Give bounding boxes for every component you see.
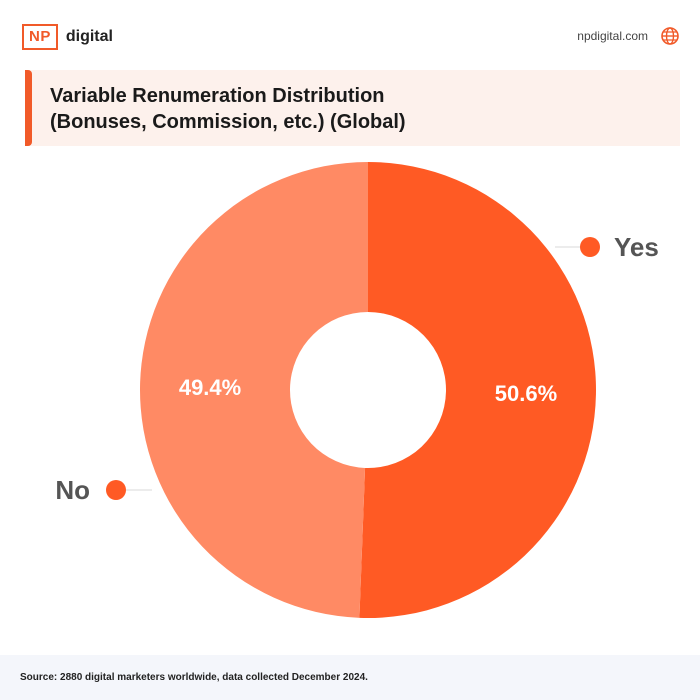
site-url[interactable]: npdigital.com xyxy=(577,29,648,43)
title-line-2: (Bonuses, Commission, etc.) (Global) xyxy=(50,111,406,133)
slice-no-value-label: 49.4% xyxy=(179,375,241,400)
title-banner: Variable Renumeration Distribution (Bonu… xyxy=(25,70,680,146)
donut-slices xyxy=(139,162,596,618)
globe-icon xyxy=(661,27,679,45)
title-accent-bar xyxy=(25,70,32,146)
legend-yes-label: Yes xyxy=(614,232,659,262)
site-link[interactable]: npdigital.com xyxy=(577,26,680,46)
legend-no-label: No xyxy=(55,475,90,505)
footer: Source: 2880 digital marketers worldwide… xyxy=(0,655,700,700)
legend-no-dot xyxy=(106,480,126,500)
donut-labels: 50.6% 49.4% Yes No xyxy=(55,232,659,505)
slice-yes-value-label: 50.6% xyxy=(495,381,557,406)
legend-yes-dot xyxy=(580,237,600,257)
donut-chart: 50.6% 49.4% Yes No xyxy=(55,162,659,618)
brand-logo-box: NP xyxy=(22,24,58,50)
slice-no xyxy=(139,162,368,618)
brand-logo-text: digital xyxy=(65,28,113,45)
page-title: Variable Renumeration Distribution (Bonu… xyxy=(50,83,406,135)
slice-yes xyxy=(359,162,596,618)
title-line-1: Variable Renumeration Distribution xyxy=(50,85,385,107)
brand-logo: NP digital xyxy=(22,24,113,50)
source-note: Source: 2880 digital marketers worldwide… xyxy=(20,672,368,683)
